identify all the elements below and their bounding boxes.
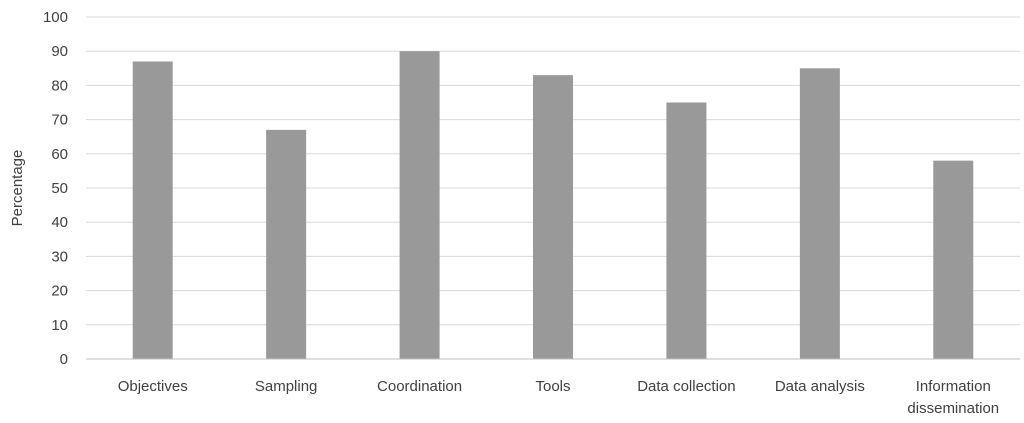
y-tick-label: 50 [51,180,68,197]
x-axis-categories: Objectives Sampling Coordination Tools Data … [118,378,999,417]
bar [132,61,173,360]
y-tick-label: 10 [51,317,68,334]
x-category-label: Coordination [377,378,462,395]
x-category-label: Data collection [637,378,735,395]
y-axis-label: Percentage [9,150,26,227]
bar [266,129,307,359]
y-tick-label: 70 [51,112,68,129]
y-tick-label: 90 [51,43,68,60]
y-tick-label: 30 [51,248,68,265]
x-category-label: Objectives [118,378,188,395]
y-tick-label: 80 [51,77,68,94]
y-tick-label: 60 [51,146,68,163]
bar [666,102,707,359]
x-category-label: Tools [535,378,570,395]
y-tick-label: 0 [60,351,68,368]
y-tick-label: 40 [51,214,68,231]
x-category-label: Information [916,378,991,395]
y-tick-label: 20 [51,283,68,300]
y-axis-ticks: 0 10 20 30 40 50 60 70 80 90 100 [43,9,68,368]
bar [399,51,440,359]
bar [799,68,840,360]
bars [132,51,974,360]
bar [533,75,573,359]
bar [933,160,974,359]
x-category-label: Data analysis [775,378,865,395]
y-tick-label: 100 [43,9,68,26]
x-category-label: Sampling [255,378,318,395]
x-category-label: dissemination [907,400,999,417]
